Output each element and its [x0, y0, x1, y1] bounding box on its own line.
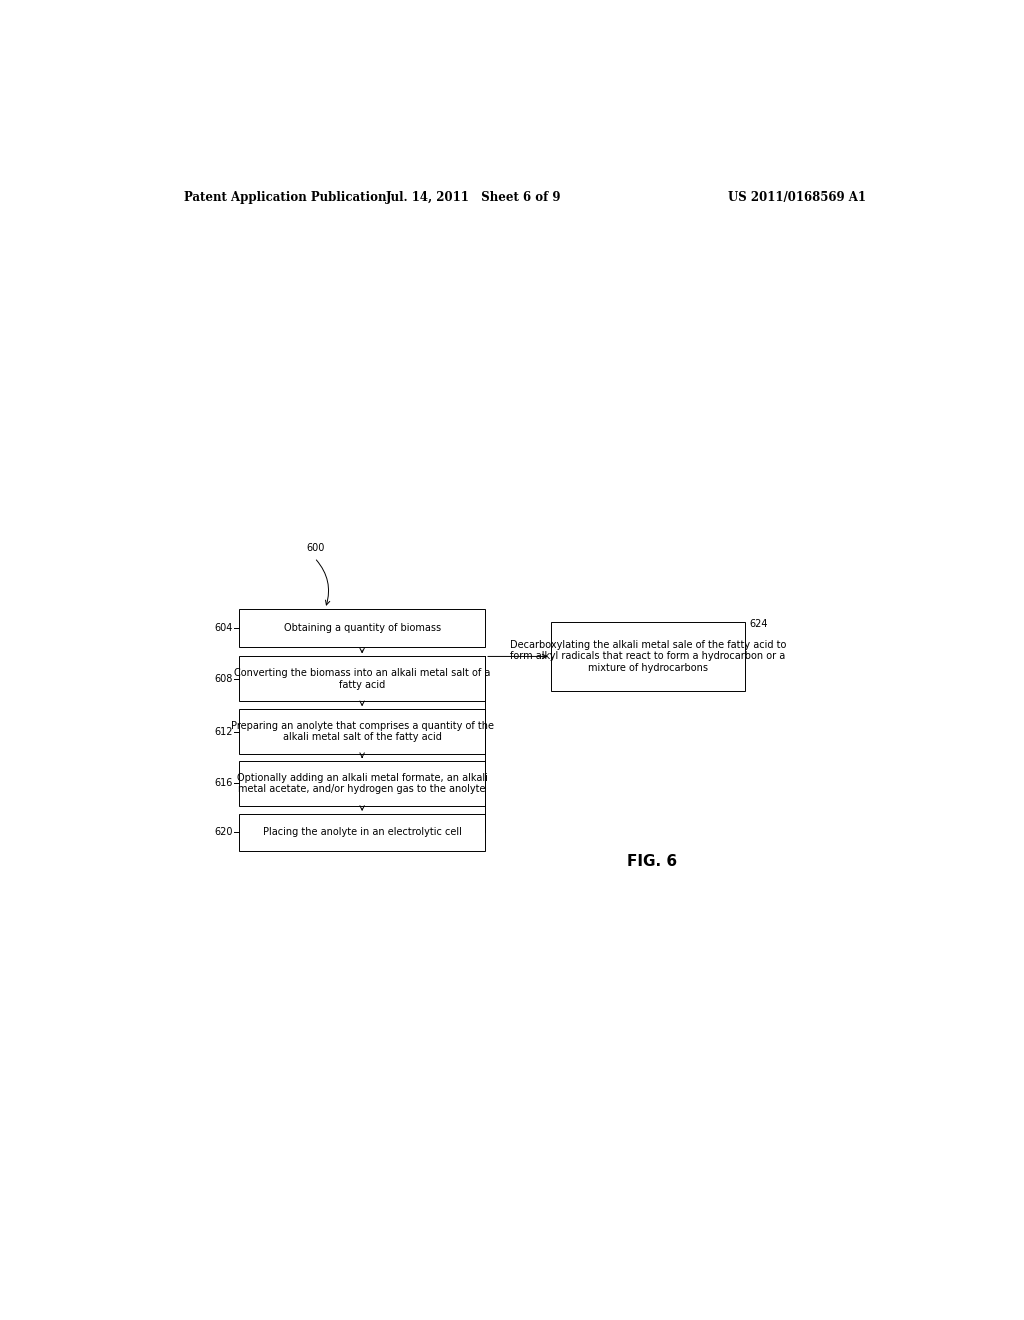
Text: 616: 616 [214, 779, 232, 788]
FancyBboxPatch shape [239, 814, 485, 850]
Text: 612: 612 [214, 726, 232, 737]
Text: Patent Application Publication: Patent Application Publication [183, 190, 386, 203]
Text: 624: 624 [750, 619, 768, 628]
Text: 620: 620 [214, 828, 232, 837]
Text: Placing the anolyte in an electrolytic cell: Placing the anolyte in an electrolytic c… [263, 828, 462, 837]
FancyBboxPatch shape [239, 709, 485, 754]
Text: 608: 608 [214, 673, 232, 684]
FancyBboxPatch shape [239, 609, 485, 647]
FancyBboxPatch shape [551, 622, 745, 690]
Text: Converting the biomass into an alkali metal salt of a
fatty acid: Converting the biomass into an alkali me… [233, 668, 490, 689]
Text: 600: 600 [306, 543, 325, 553]
Text: US 2011/0168569 A1: US 2011/0168569 A1 [728, 190, 866, 203]
Text: Preparing an anolyte that comprises a quantity of the
alkali metal salt of the f: Preparing an anolyte that comprises a qu… [230, 721, 494, 742]
Text: Optionally adding an alkali metal formate, an alkali
metal acetate, and/or hydro: Optionally adding an alkali metal format… [237, 772, 487, 795]
Text: 604: 604 [214, 623, 232, 634]
Text: Obtaining a quantity of biomass: Obtaining a quantity of biomass [284, 623, 440, 634]
FancyBboxPatch shape [239, 656, 485, 701]
Text: FIG. 6: FIG. 6 [627, 854, 677, 870]
Text: Jul. 14, 2011   Sheet 6 of 9: Jul. 14, 2011 Sheet 6 of 9 [385, 190, 561, 203]
Text: Decarboxylating the alkali metal sale of the fatty acid to
form alkyl radicals t: Decarboxylating the alkali metal sale of… [510, 640, 786, 673]
FancyBboxPatch shape [239, 762, 485, 805]
